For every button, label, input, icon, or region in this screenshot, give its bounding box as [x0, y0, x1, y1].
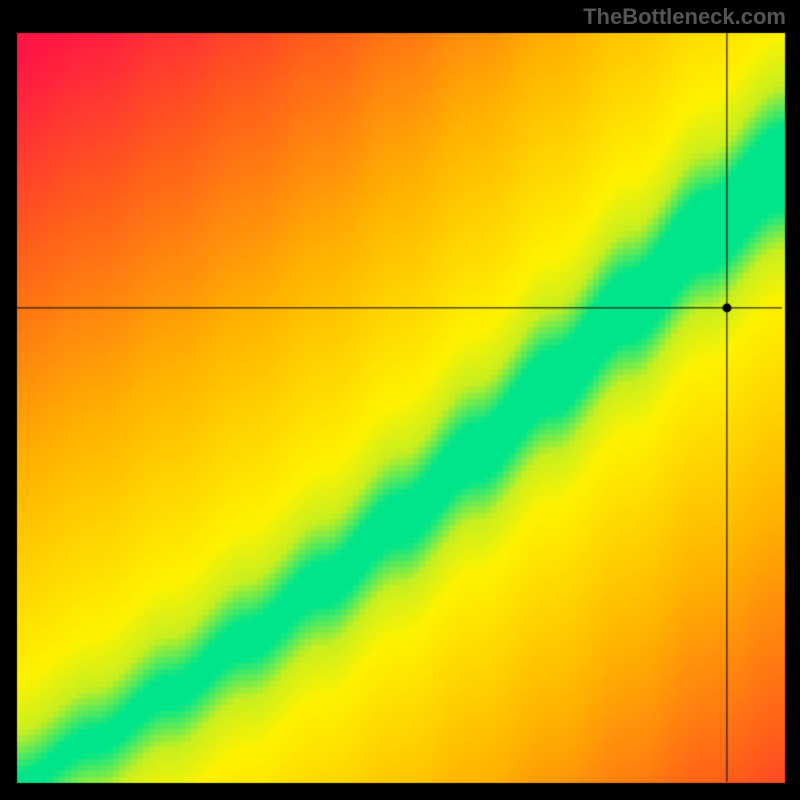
bottleneck-heatmap [0, 0, 800, 800]
watermark-text: TheBottleneck.com [583, 4, 786, 30]
chart-container: TheBottleneck.com [0, 0, 800, 800]
